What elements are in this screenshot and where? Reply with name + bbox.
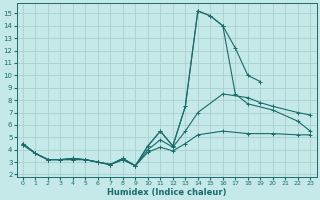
X-axis label: Humidex (Indice chaleur): Humidex (Indice chaleur) [107, 188, 226, 197]
